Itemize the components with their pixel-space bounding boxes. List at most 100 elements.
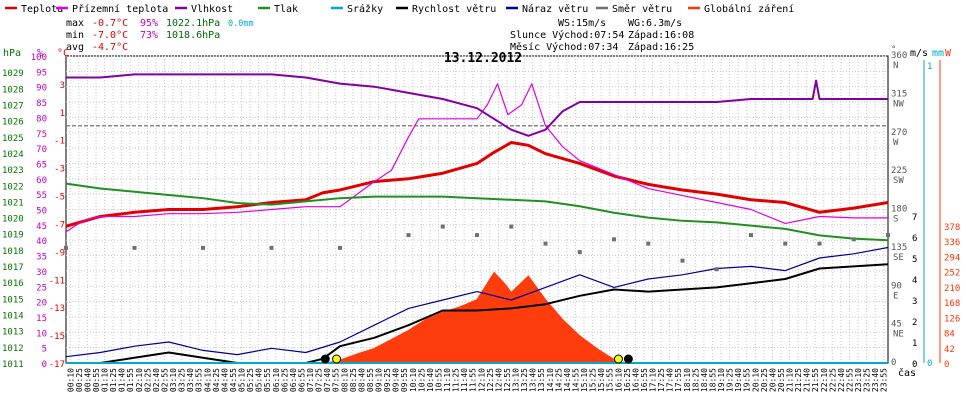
- x-tick-label: 10:10: [409, 368, 418, 392]
- x-tick-label: 13:10: [512, 368, 521, 392]
- wind-direction-name: NW: [893, 99, 904, 109]
- wind-ws: WS:15m/s: [558, 18, 606, 29]
- wind-direction-point: [851, 237, 856, 242]
- x-tick-label: 00:55: [92, 368, 101, 392]
- x-tick-label: 21:55: [811, 368, 820, 392]
- x-tick-label: 08:40: [357, 368, 366, 392]
- x-tick-label: 14:10: [546, 368, 555, 392]
- humidity-tick: 60: [36, 176, 47, 186]
- x-tick-label: 22:10: [820, 368, 829, 392]
- wind-wg: WG:6.3m/s: [628, 18, 682, 29]
- wind-direction-tick: 225: [891, 166, 907, 176]
- x-tick-label: 15:25: [589, 368, 598, 392]
- x-tick-label: 05:40: [255, 368, 264, 392]
- x-tick-label: 01:10: [101, 368, 110, 392]
- humidity-tick: 10: [36, 329, 47, 339]
- stat-max-hum: 95%: [140, 18, 158, 29]
- wind-direction-tick: 180: [891, 205, 907, 215]
- pressure-tick: 1018: [2, 247, 24, 257]
- wind-speed-unit: m/s: [910, 48, 928, 59]
- x-tick-label: 07:10: [306, 368, 315, 392]
- temperature-tick: -17: [49, 360, 65, 370]
- x-tick-label: 12:55: [503, 368, 512, 392]
- humidity-tick: 30: [36, 268, 47, 278]
- temperature-tick: 3: [60, 81, 65, 91]
- series-tlak: [65, 182, 889, 242]
- x-tick-label: 09:40: [392, 368, 401, 392]
- sunset: Západ:16:08: [628, 29, 694, 41]
- x-tick-label: 14:25: [554, 368, 563, 392]
- pressure-tick: 1014: [2, 312, 24, 322]
- x-tick-label: 07:55: [332, 368, 341, 392]
- legend-label: Vlhkost: [191, 4, 233, 15]
- x-tick-label: 10:55: [434, 368, 443, 392]
- x-tick-label: 20:40: [768, 368, 777, 392]
- radiation-tick: 336: [944, 238, 960, 248]
- legend-label: Globální záření: [704, 3, 794, 15]
- x-tick-label: 18:10: [683, 368, 692, 392]
- x-tick-label: 20:55: [777, 368, 786, 392]
- pressure-unit: hPa: [3, 48, 21, 59]
- pressure-tick: 1026: [2, 118, 24, 128]
- wind-direction-name: SW: [893, 176, 904, 186]
- chart-title: 13.12.2012: [444, 51, 522, 66]
- stat-max-temp: -0.7°C: [92, 18, 128, 29]
- x-tick-label: 11:55: [469, 368, 478, 392]
- legend-label: Rychlost větru: [412, 3, 496, 15]
- wind-direction-tick: 0: [891, 358, 896, 368]
- series-layer: [64, 73, 890, 364]
- temperature-tick: -15: [49, 332, 65, 342]
- precip-unit: mm: [932, 48, 944, 59]
- wind-direction-tick: 135: [891, 243, 907, 253]
- wind-direction-point: [783, 241, 788, 246]
- wind-direction-name: E: [893, 291, 898, 301]
- wind-direction-name: SE: [893, 253, 904, 263]
- pressure-tick: 1027: [2, 101, 24, 111]
- sunrise: Slunce Východ:07:54: [510, 29, 624, 41]
- x-tick-label: 14:55: [571, 368, 580, 392]
- x-tick-label: 09:10: [375, 368, 384, 392]
- x-tick-label: 03:10: [169, 368, 178, 392]
- legend-label: Náraz větru: [522, 3, 588, 15]
- series-globalni-zareni: [66, 271, 888, 364]
- radiation-tick: 168: [944, 299, 960, 309]
- x-tick-label: 04:25: [212, 368, 221, 392]
- x-tick-label: 01:55: [126, 368, 135, 392]
- wind-direction-point: [509, 224, 514, 229]
- stat-min-press: 1018.6hPa: [166, 30, 220, 41]
- x-tick-label: 01:25: [109, 368, 118, 392]
- stat-avg-temp: -4.7°C: [92, 42, 128, 53]
- wind-speed-tick: 6: [912, 234, 917, 244]
- wind-speed-tick: 7: [912, 213, 917, 223]
- wind-speed-tick: 3: [912, 297, 917, 307]
- x-tick-label: 21:40: [803, 368, 812, 392]
- wind-direction-tick: 315: [891, 89, 907, 99]
- wind-direction-point: [646, 241, 651, 246]
- legend-label: Srážky: [347, 3, 383, 15]
- wind-speed-tick: 1: [912, 339, 917, 349]
- x-tick-label: 12:10: [477, 368, 486, 392]
- x-tick-label: 23:10: [854, 368, 863, 392]
- wind-direction-tick: 360: [891, 51, 907, 61]
- x-tick-label: 19:40: [734, 368, 743, 392]
- series-vlhkost: [66, 73, 888, 137]
- humidity-tick: 70: [36, 145, 47, 155]
- wind-speed-tick: 0: [912, 360, 917, 370]
- x-tick-label: 12:40: [494, 368, 503, 392]
- x-tick-label: 22:25: [828, 368, 837, 392]
- x-tick-label: 08:10: [340, 368, 349, 392]
- humidity-tick: 100: [31, 53, 47, 63]
- wind-direction-name: W: [893, 138, 899, 148]
- x-tick-label: 23:55: [880, 368, 889, 392]
- x-tick-label: 06:10: [272, 368, 281, 392]
- x-tick-label: 03:25: [178, 368, 187, 392]
- stat-avg-label: avg: [66, 42, 84, 53]
- x-axis-unit: čas: [898, 367, 916, 379]
- pressure-tick: 1015: [2, 295, 24, 305]
- humidity-tick: 75: [36, 130, 47, 140]
- x-tick-label: 16:40: [631, 368, 640, 392]
- x-tick-label: 03:40: [186, 368, 195, 392]
- pressure-tick: 1020: [2, 215, 24, 225]
- wind-direction-point: [132, 245, 137, 250]
